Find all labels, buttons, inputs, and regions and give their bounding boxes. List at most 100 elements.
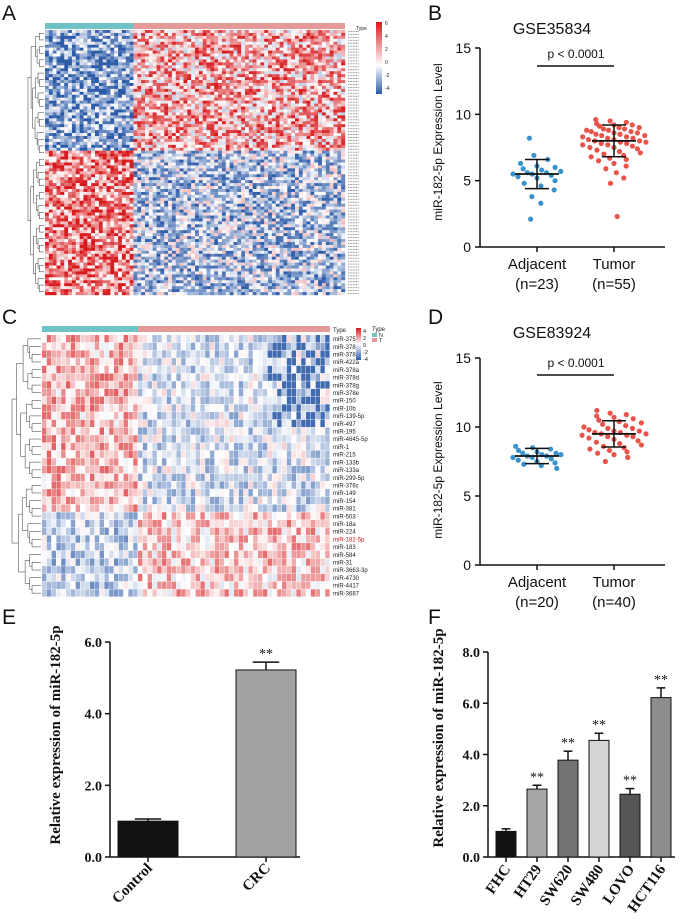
heatmap-a-cell <box>48 56 53 60</box>
heatmap-a-cell <box>202 80 207 84</box>
heatmap-a-cell <box>129 35 134 40</box>
heatmap-a-cell <box>337 171 342 175</box>
heatmap-a-cell <box>206 94 211 98</box>
heatmap-a-cell <box>245 162 250 166</box>
heatmap-a-cell <box>318 88 323 93</box>
heatmap-a-cell <box>148 136 153 140</box>
heatmap-a-cell <box>306 153 311 157</box>
heatmap-a-cell <box>75 103 80 107</box>
heatmap-a-cell <box>248 74 253 78</box>
heatmap-a-dendrogram-branch <box>37 205 44 216</box>
heatmap-a-cell <box>221 62 226 66</box>
heatmap-a-cell <box>183 94 188 98</box>
heatmap-a-cell <box>275 159 280 163</box>
heatmap-a-cell <box>264 100 269 104</box>
heatmap-a-cell <box>306 177 311 181</box>
heatmap-a-cell <box>71 85 76 90</box>
heatmap-a-cell <box>264 156 269 160</box>
heatmap-a-cell <box>79 85 84 90</box>
heatmap-a-cell <box>145 150 150 154</box>
heatmap-a-cell <box>175 94 180 98</box>
heatmap-a-cell <box>133 112 138 116</box>
heatmap-a-cell <box>237 50 242 54</box>
heatmap-a-cell <box>133 68 138 72</box>
heatmap-a-cell <box>314 136 319 140</box>
heatmap-a-dendrogram-branch <box>37 139 44 150</box>
heatmap-a-cell <box>106 191 111 196</box>
heatmap-a-cell <box>71 80 76 84</box>
heatmap-a-cell <box>241 74 246 78</box>
heatmap-a-cell <box>168 133 173 137</box>
heatmap-a-cell <box>206 80 211 84</box>
heatmap-a-cell <box>237 159 242 163</box>
heatmap-a-cell <box>152 165 157 169</box>
heatmap-a-cell <box>64 206 69 210</box>
heatmap-a-cell <box>279 130 284 134</box>
heatmap-a-cell <box>110 118 115 122</box>
heatmap-a-cell <box>160 203 165 207</box>
heatmap-a-cell <box>225 212 230 216</box>
heatmap-a-cell <box>341 206 346 210</box>
heatmap-a-cell <box>210 130 215 134</box>
heatmap-a-cell <box>191 165 196 169</box>
heatmap-a-cell <box>325 112 330 116</box>
heatmap-a-cell <box>221 80 226 84</box>
heatmap-a-cell <box>152 212 157 216</box>
heatmap-a-cell <box>171 200 176 204</box>
heatmap-a-cell <box>87 133 92 137</box>
heatmap-a-cell <box>268 130 273 134</box>
heatmap-a-cell <box>229 71 234 75</box>
heatmap-a-cell <box>145 121 150 125</box>
heatmap-a-group-tumor <box>133 23 345 29</box>
heatmap-a-cell <box>268 206 273 210</box>
heatmap-a-cell <box>202 144 207 148</box>
heatmap-a-cell <box>87 191 92 196</box>
heatmap-a-cell <box>175 85 180 90</box>
heatmap-a-cell <box>287 80 292 84</box>
heatmap-a-cell <box>87 109 92 113</box>
heatmap-a-cell <box>164 71 169 75</box>
heatmap-a-cell <box>221 156 226 160</box>
heatmap-a-cell <box>279 47 284 51</box>
heatmap-a-cell <box>145 91 150 95</box>
heatmap-a-cell <box>191 44 196 48</box>
heatmap-a-cell <box>95 165 100 169</box>
heatmap-a-cell <box>333 186 338 190</box>
heatmap-a-cell <box>264 103 269 107</box>
heatmap-a-cell <box>141 189 146 193</box>
heatmap-a-cell <box>341 186 346 190</box>
heatmap-a-cell <box>64 174 69 178</box>
heatmap-a-cell <box>210 32 215 37</box>
heatmap-a-cell <box>318 150 323 154</box>
heatmap-a-cell <box>56 183 61 187</box>
heatmap-a-cell <box>87 162 92 166</box>
heatmap-a-cell <box>298 115 303 119</box>
heatmap-a-cell <box>318 197 323 201</box>
heatmap-a-cell <box>75 153 80 157</box>
heatmap-a-cell <box>260 77 265 81</box>
heatmap-a-cell <box>237 44 242 48</box>
heatmap-a-cell <box>275 47 280 51</box>
heatmap-a-cell <box>225 168 230 172</box>
heatmap-a-cell <box>214 62 219 66</box>
heatmap-a-cell <box>206 127 211 131</box>
heatmap-a-cell <box>210 44 215 48</box>
heatmap-a-cell <box>56 94 61 98</box>
heatmap-a-cell <box>164 138 169 143</box>
heatmap-a-cell <box>125 136 130 140</box>
heatmap-a-cell <box>145 44 150 48</box>
heatmap-a-cell <box>191 203 196 207</box>
heatmap-a-cell <box>333 180 338 184</box>
heatmap-a-cell <box>168 35 173 40</box>
heatmap-a-cell <box>279 127 284 131</box>
heatmap-a-cell <box>110 186 115 190</box>
heatmap-a-cell <box>175 83 180 87</box>
heatmap-a-cell <box>183 53 188 57</box>
heatmap-a-cell <box>187 206 192 210</box>
heatmap-a-cell <box>210 212 215 216</box>
heatmap-a-cell <box>310 127 315 131</box>
heatmap-a-cell <box>91 124 96 128</box>
heatmap-a-cell <box>268 121 273 125</box>
heatmap-a-cell <box>141 106 146 110</box>
heatmap-a-cell <box>52 203 57 207</box>
